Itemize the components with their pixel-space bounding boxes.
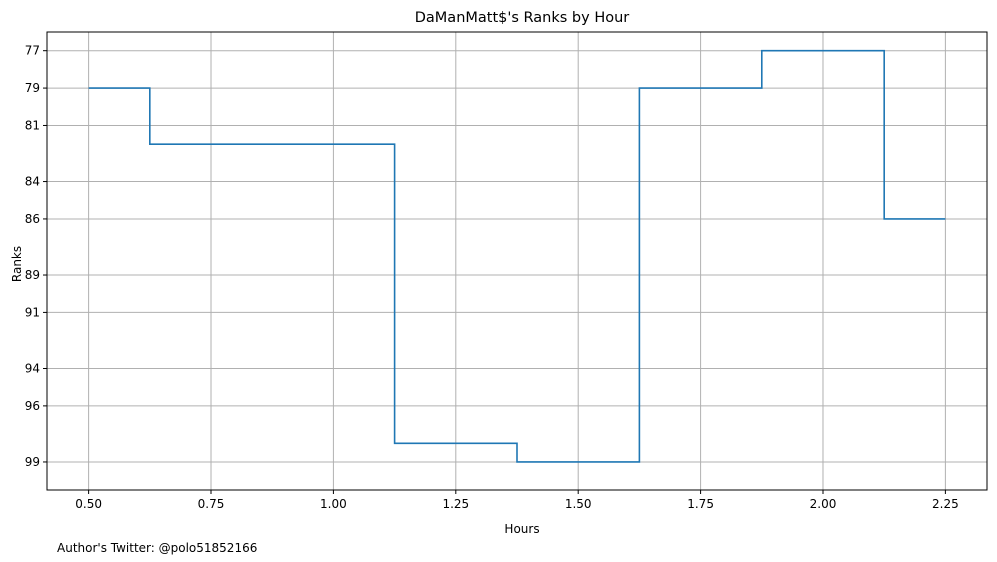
- y-tick-label: 91: [25, 305, 40, 319]
- x-axis: 0.50 0.75 1.00 1.25 1.50 1.75 2.00 2.25: [75, 490, 959, 511]
- y-tick-label: 96: [25, 399, 40, 413]
- y-tick-label: 79: [25, 81, 40, 95]
- y-tick-label: 99: [25, 455, 40, 469]
- x-tick-label: 2.00: [810, 497, 837, 511]
- x-tick-label: 1.75: [687, 497, 714, 511]
- x-tick-label: 2.25: [932, 497, 959, 511]
- x-tick-label: 1.25: [442, 497, 469, 511]
- y-tick-label: 81: [25, 118, 40, 132]
- y-tick-label: 77: [25, 44, 40, 58]
- x-tick-label: 0.50: [75, 497, 102, 511]
- y-tick-label: 89: [25, 268, 40, 282]
- y-axis-label: Ranks: [10, 246, 24, 282]
- author-credit: Author's Twitter: @polo51852166: [57, 541, 257, 555]
- rank-step-line: [88, 49, 946, 463]
- x-tick-label: 0.75: [198, 497, 225, 511]
- plot-frame: [46, 31, 988, 491]
- chart-title: DaManMatt$'s Ranks by Hour: [415, 10, 630, 26]
- grid-lines: [47, 32, 987, 490]
- series-layer: [88, 49, 946, 463]
- y-axis: 77 79 81 84 86 89 91 94 96 99: [25, 44, 47, 469]
- x-tick-label: 1.00: [320, 497, 347, 511]
- y-tick-label: 94: [25, 361, 40, 375]
- x-axis-label: Hours: [504, 522, 539, 536]
- y-tick-label: 84: [25, 175, 40, 189]
- x-tick-label: 1.50: [565, 497, 592, 511]
- y-tick-label: 86: [25, 212, 40, 226]
